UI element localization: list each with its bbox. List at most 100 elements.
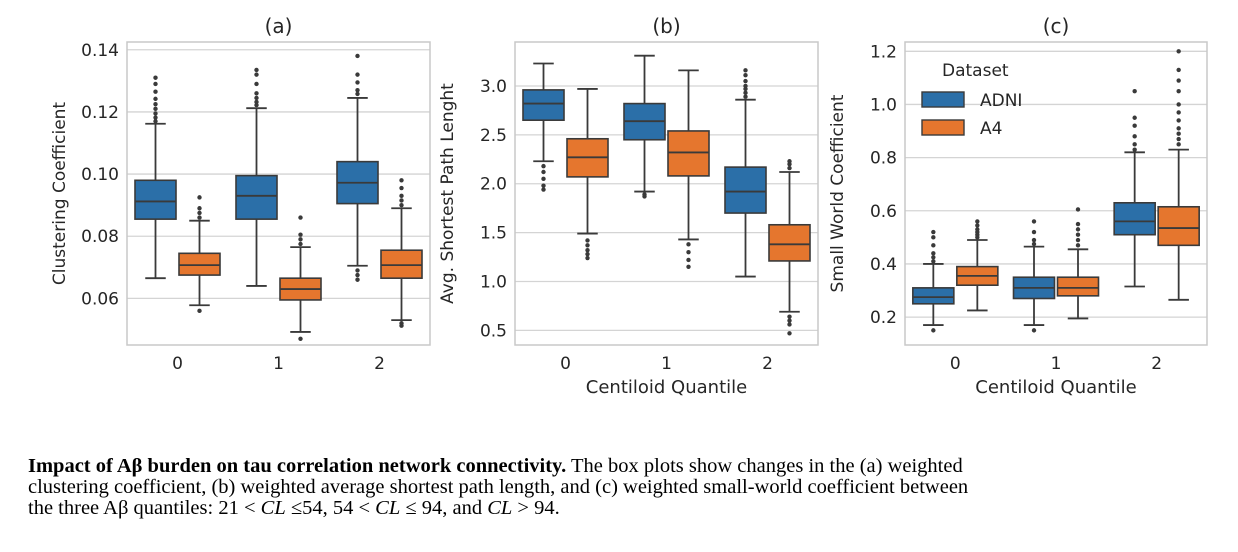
outlier-point — [975, 223, 980, 228]
outlier-point — [197, 215, 202, 220]
outlier-point — [585, 251, 590, 257]
caption-cl-3: CL — [487, 497, 513, 519]
outlier-point — [787, 322, 792, 327]
outlier-point — [686, 264, 691, 270]
caption-line3d: > 94. — [512, 497, 560, 519]
outlier-point — [743, 78, 748, 84]
caption-cl-2: CL — [375, 497, 401, 519]
y-tick-label: 0.2 — [870, 308, 897, 328]
x-tick-label: 2 — [374, 354, 385, 374]
box-adni-q0 — [134, 75, 177, 280]
box-iqr — [235, 174, 278, 220]
x-axis-label: Centiloid Quantile — [975, 377, 1136, 398]
box-adni-q0 — [522, 62, 565, 192]
outlier-point — [355, 277, 360, 282]
y-tick-label: 1.0 — [480, 272, 507, 292]
figure-caption: Impact of Aβ burden on tau correlation n… — [28, 456, 1218, 519]
x-tick-label: 2 — [1151, 354, 1162, 374]
outlier-point — [254, 91, 259, 96]
outlier-point — [399, 193, 404, 199]
outlier-point — [1132, 88, 1137, 94]
panel-b: 0.5 1.0 1.5 2.0 2.5 3.0 0 1 2 (b) Centiloid Quanti… — [438, 14, 819, 398]
box-adni-q1 — [235, 67, 278, 287]
outlier-point — [1031, 229, 1037, 235]
outlier-point — [1176, 110, 1181, 115]
outlier-point — [1031, 237, 1037, 243]
outlier-point — [931, 259, 936, 264]
outlier-point — [787, 314, 792, 319]
y-tick-label: 1.5 — [480, 224, 507, 244]
outlier-point — [931, 328, 936, 333]
plot-frame — [126, 41, 431, 346]
x-tick-label: 1 — [273, 354, 284, 374]
y-axis-label: Small World Coefficient — [828, 94, 848, 292]
box-iqr — [768, 223, 811, 262]
legend-swatch-adni — [921, 91, 965, 108]
outlier-point — [254, 102, 259, 108]
box-a4-q1 — [667, 69, 710, 270]
y-tick-label: 0.06 — [81, 289, 119, 309]
box-adni-q1 — [623, 54, 666, 199]
y-tick-label: 0.6 — [870, 202, 897, 222]
outlier-point — [153, 106, 158, 112]
caption-line1: The box plots show changes in the (a) we… — [566, 455, 963, 477]
outlier-point — [254, 67, 259, 73]
box-a4-q0 — [178, 195, 221, 314]
outlier-point — [1075, 207, 1081, 212]
box-a4-q2 — [380, 178, 423, 328]
plot-frame — [904, 41, 1208, 346]
x-tick-label: 0 — [172, 354, 183, 374]
box-iqr — [380, 249, 423, 279]
outlier-point — [931, 243, 936, 248]
box-iqr — [134, 179, 177, 220]
y-axis-label: Avg. Shortest Path Lenght — [438, 83, 458, 304]
outlier-point — [743, 73, 748, 78]
y-tick-label: 0.4 — [870, 255, 897, 275]
outlier-point — [355, 53, 360, 59]
outlier-point — [541, 163, 546, 169]
outlier-point — [931, 229, 936, 235]
outlier-point — [642, 194, 647, 199]
legend-title: Dataset — [942, 61, 1009, 81]
outlier-point — [1031, 328, 1037, 333]
panel-title: (a) — [265, 14, 293, 38]
box-iqr — [178, 252, 221, 276]
x-tick-label: 0 — [560, 354, 571, 374]
y-tick-label: 3.0 — [480, 77, 507, 97]
outlier-point — [153, 96, 158, 102]
box-a4-q2 — [768, 159, 811, 336]
outlier-point — [1176, 102, 1181, 107]
outlier-point — [787, 159, 792, 164]
outlier-point — [931, 235, 936, 240]
outlier-point — [686, 249, 691, 255]
outlier-point — [787, 165, 792, 171]
y-axis-label: Clustering Coefficient — [50, 102, 70, 285]
outlier-point — [399, 202, 404, 208]
outlier-point — [355, 72, 360, 77]
panel-a: 0.06 0.08 0.10 0.12 0.14 0 1 2 (a) Clustering Coe… — [50, 14, 431, 374]
outlier-point — [355, 87, 360, 93]
outlier-point — [743, 68, 748, 73]
outlier-point — [931, 251, 936, 256]
outlier-point — [1132, 147, 1137, 152]
outlier-point — [743, 83, 748, 89]
legend-label-a4: A4 — [980, 119, 1002, 139]
x-tick-label: 0 — [950, 354, 961, 374]
outlier-point — [931, 255, 936, 260]
outlier-point — [399, 185, 404, 191]
outlier-point — [541, 169, 546, 175]
outlier-point — [1176, 49, 1181, 54]
outlier-point — [743, 94, 748, 99]
box-a4-q1 — [1056, 207, 1100, 320]
box-iqr — [724, 166, 767, 214]
box-adni-q2 — [724, 68, 767, 278]
outlier-point — [399, 198, 404, 203]
legend-swatch-a4 — [921, 119, 965, 136]
outlier-point — [153, 119, 158, 124]
outlier-point — [298, 232, 303, 237]
box-adni-q0 — [912, 229, 955, 333]
outlier-point — [541, 183, 546, 188]
outlier-point — [153, 75, 158, 80]
outlier-point — [686, 242, 691, 247]
outlier-point — [743, 90, 748, 96]
